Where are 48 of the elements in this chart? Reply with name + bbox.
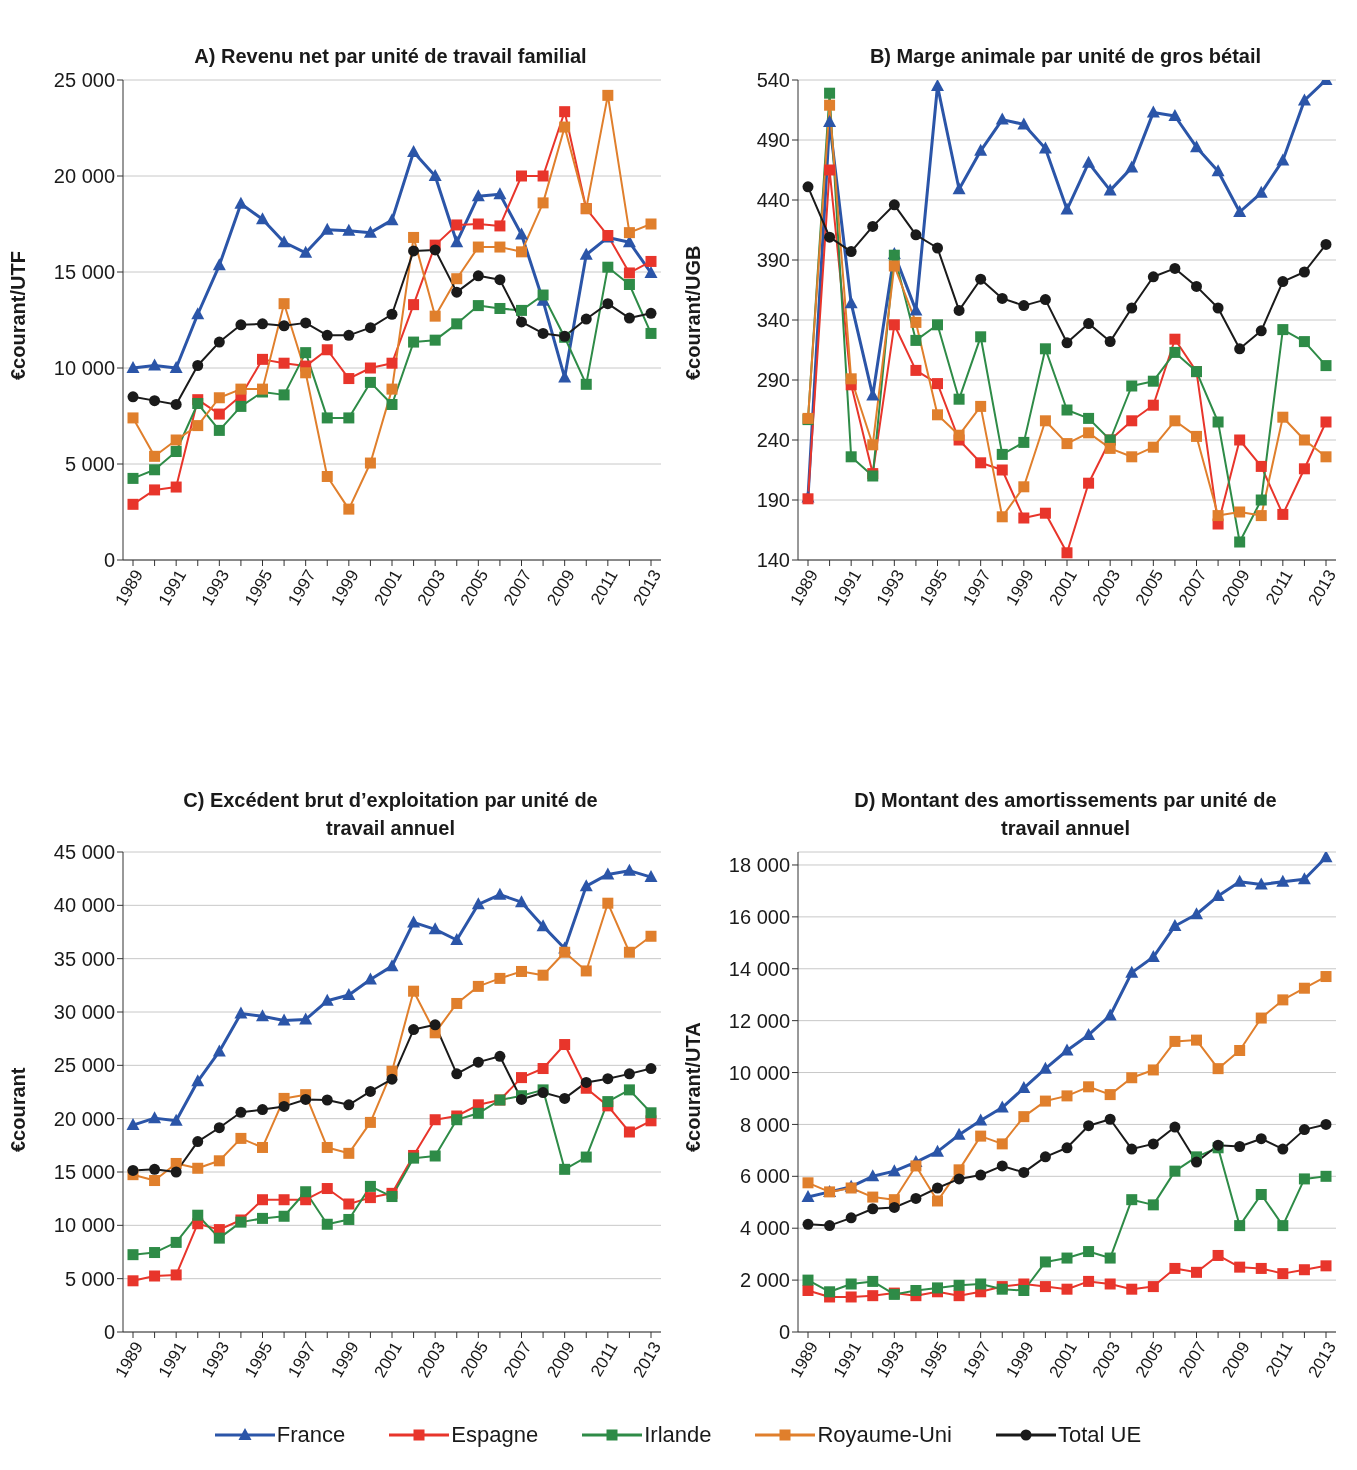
y-tick-label: 0: [103, 549, 115, 572]
y-tick-label: 45 000: [53, 841, 115, 864]
y-tick-label: 290: [756, 369, 790, 392]
y-tick-label: 10 000: [53, 1214, 115, 1237]
y-tick-label: 10 000: [53, 357, 115, 380]
y-tick-label: 390: [756, 249, 790, 272]
legend-label: Total UE: [1057, 1422, 1142, 1448]
legend-label: Royaume-Uni: [817, 1422, 952, 1448]
y-tick-label: 8 000: [739, 1113, 790, 1136]
y-tick-label: 540: [756, 69, 790, 92]
y-tick-label: 240: [756, 429, 790, 452]
y-tick-label: 0: [778, 1321, 790, 1344]
y-tick-label: 35 000: [53, 947, 115, 970]
y-tick-label: 340: [756, 309, 790, 332]
y-tick-label: 25 000: [53, 69, 115, 92]
chart-title: C) Excédent brut d’exploitation par unité de travail annuel: [182, 788, 599, 841]
y-axis-title: €courant: [7, 1067, 30, 1152]
y-tick-label: 0: [103, 1321, 115, 1344]
y-tick-label: 15 000: [53, 261, 115, 284]
chart-title: A) Revenu net par unité de travail familial: [194, 44, 587, 69]
y-axis-title: €courant/UGB: [682, 245, 705, 380]
y-axis-title: €courant/UTA: [682, 1022, 705, 1152]
y-tick-label: 5 000: [64, 453, 115, 476]
y-tick-label: 20 000: [53, 165, 115, 188]
legend-label: Irlande: [644, 1422, 712, 1448]
y-tick-label: 440: [756, 189, 790, 212]
y-tick-label: 40 000: [53, 894, 115, 917]
y-tick-label: 12 000: [728, 1009, 790, 1032]
y-tick-label: 140: [756, 549, 790, 572]
chart-title: B) Marge animale par unité de gros bétail: [869, 44, 1262, 69]
y-tick-label: 14 000: [728, 957, 790, 980]
y-tick-label: 10 000: [728, 1061, 790, 1084]
chart-title: D) Montant des amortissements par unité de travail annuel: [853, 788, 1278, 841]
y-tick-label: 2 000: [739, 1269, 790, 1292]
y-tick-label: 15 000: [53, 1161, 115, 1184]
y-tick-label: 30 000: [53, 1001, 115, 1024]
y-tick-label: 4 000: [739, 1217, 790, 1240]
legend-label: France: [276, 1422, 346, 1448]
y-axis-title: €courant/UTF: [7, 251, 30, 380]
y-tick-label: 490: [756, 129, 790, 152]
y-tick-label: 5 000: [64, 1267, 115, 1290]
y-tick-label: 190: [756, 489, 790, 512]
y-tick-label: 18 000: [728, 854, 790, 877]
y-tick-label: 16 000: [728, 905, 790, 928]
legend-label: Espagne: [451, 1422, 539, 1448]
y-tick-label: 20 000: [53, 1107, 115, 1130]
y-tick-label: 25 000: [53, 1054, 115, 1077]
y-tick-label: 6 000: [739, 1165, 790, 1188]
